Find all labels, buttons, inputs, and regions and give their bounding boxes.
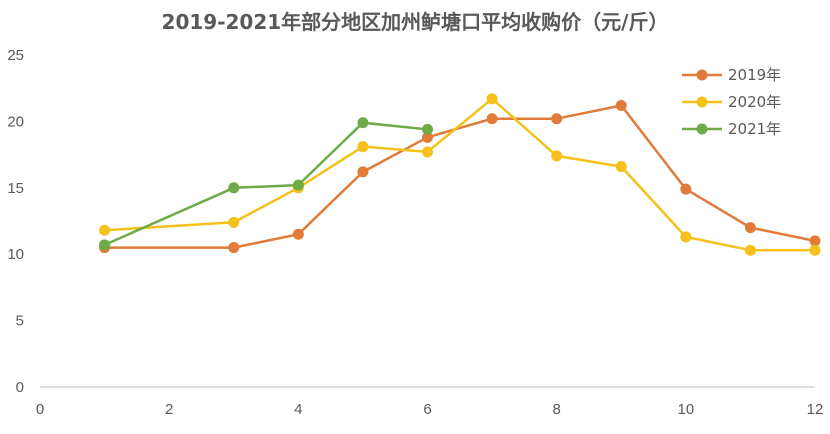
legend-marker xyxy=(696,69,708,81)
data-point xyxy=(228,216,240,228)
x-axis: 0 2 4 6 8 10 12 xyxy=(36,401,824,418)
data-point xyxy=(99,239,111,251)
legend-label: 2020年 xyxy=(728,93,781,111)
y-tick-label: 15 xyxy=(7,180,24,197)
x-tick-label: 12 xyxy=(807,401,824,418)
data-point xyxy=(551,150,563,162)
data-point xyxy=(422,131,433,143)
data-point xyxy=(228,242,240,254)
chart-title: 2019-2021年部分地区加州鲈塘口平均收购价（元/斤） xyxy=(162,10,669,34)
data-point xyxy=(228,182,240,194)
x-tick-label: 0 xyxy=(36,401,44,418)
data-point xyxy=(422,146,433,158)
legend: 2019年 2020年 2021年 xyxy=(682,66,781,138)
legend-item: 2021年 xyxy=(682,120,781,138)
data-point xyxy=(809,244,821,256)
y-tick-label: 5 xyxy=(16,313,24,330)
data-point xyxy=(744,222,756,234)
legend-item: 2020年 xyxy=(682,93,781,111)
data-point xyxy=(422,123,433,135)
series-3 xyxy=(99,117,433,251)
data-point xyxy=(615,99,627,111)
data-point xyxy=(744,244,756,256)
legend-item: 2019年 xyxy=(682,66,781,84)
data-point xyxy=(292,179,304,191)
data-point xyxy=(680,183,692,195)
data-point xyxy=(551,113,563,125)
data-point xyxy=(615,161,627,173)
data-point xyxy=(357,166,369,178)
y-tick-label: 10 xyxy=(7,246,24,263)
x-tick-label: 2 xyxy=(165,401,173,418)
y-tick-label: 25 xyxy=(7,47,24,64)
data-point xyxy=(99,224,111,236)
legend-marker xyxy=(696,96,708,108)
y-tick-label: 20 xyxy=(7,113,24,130)
data-point xyxy=(809,235,821,247)
data-point xyxy=(680,231,692,243)
legend-marker xyxy=(696,123,708,135)
legend-label: 2019年 xyxy=(728,66,781,84)
series-1 xyxy=(99,99,821,254)
y-axis: 0 5 10 15 20 25 xyxy=(7,47,24,396)
series-line xyxy=(104,97,815,252)
data-point xyxy=(357,141,369,153)
data-point xyxy=(357,117,369,129)
x-tick-label: 8 xyxy=(552,401,560,418)
x-tick-label: 4 xyxy=(294,401,302,418)
x-tick-label: 10 xyxy=(677,401,694,418)
y-tick-label: 0 xyxy=(16,379,24,396)
data-point xyxy=(486,113,498,125)
data-point xyxy=(292,228,304,240)
legend-label: 2021年 xyxy=(728,120,781,138)
series-layer xyxy=(99,93,821,256)
series-2 xyxy=(99,93,821,256)
data-point xyxy=(486,93,498,105)
x-tick-label: 6 xyxy=(423,401,431,418)
